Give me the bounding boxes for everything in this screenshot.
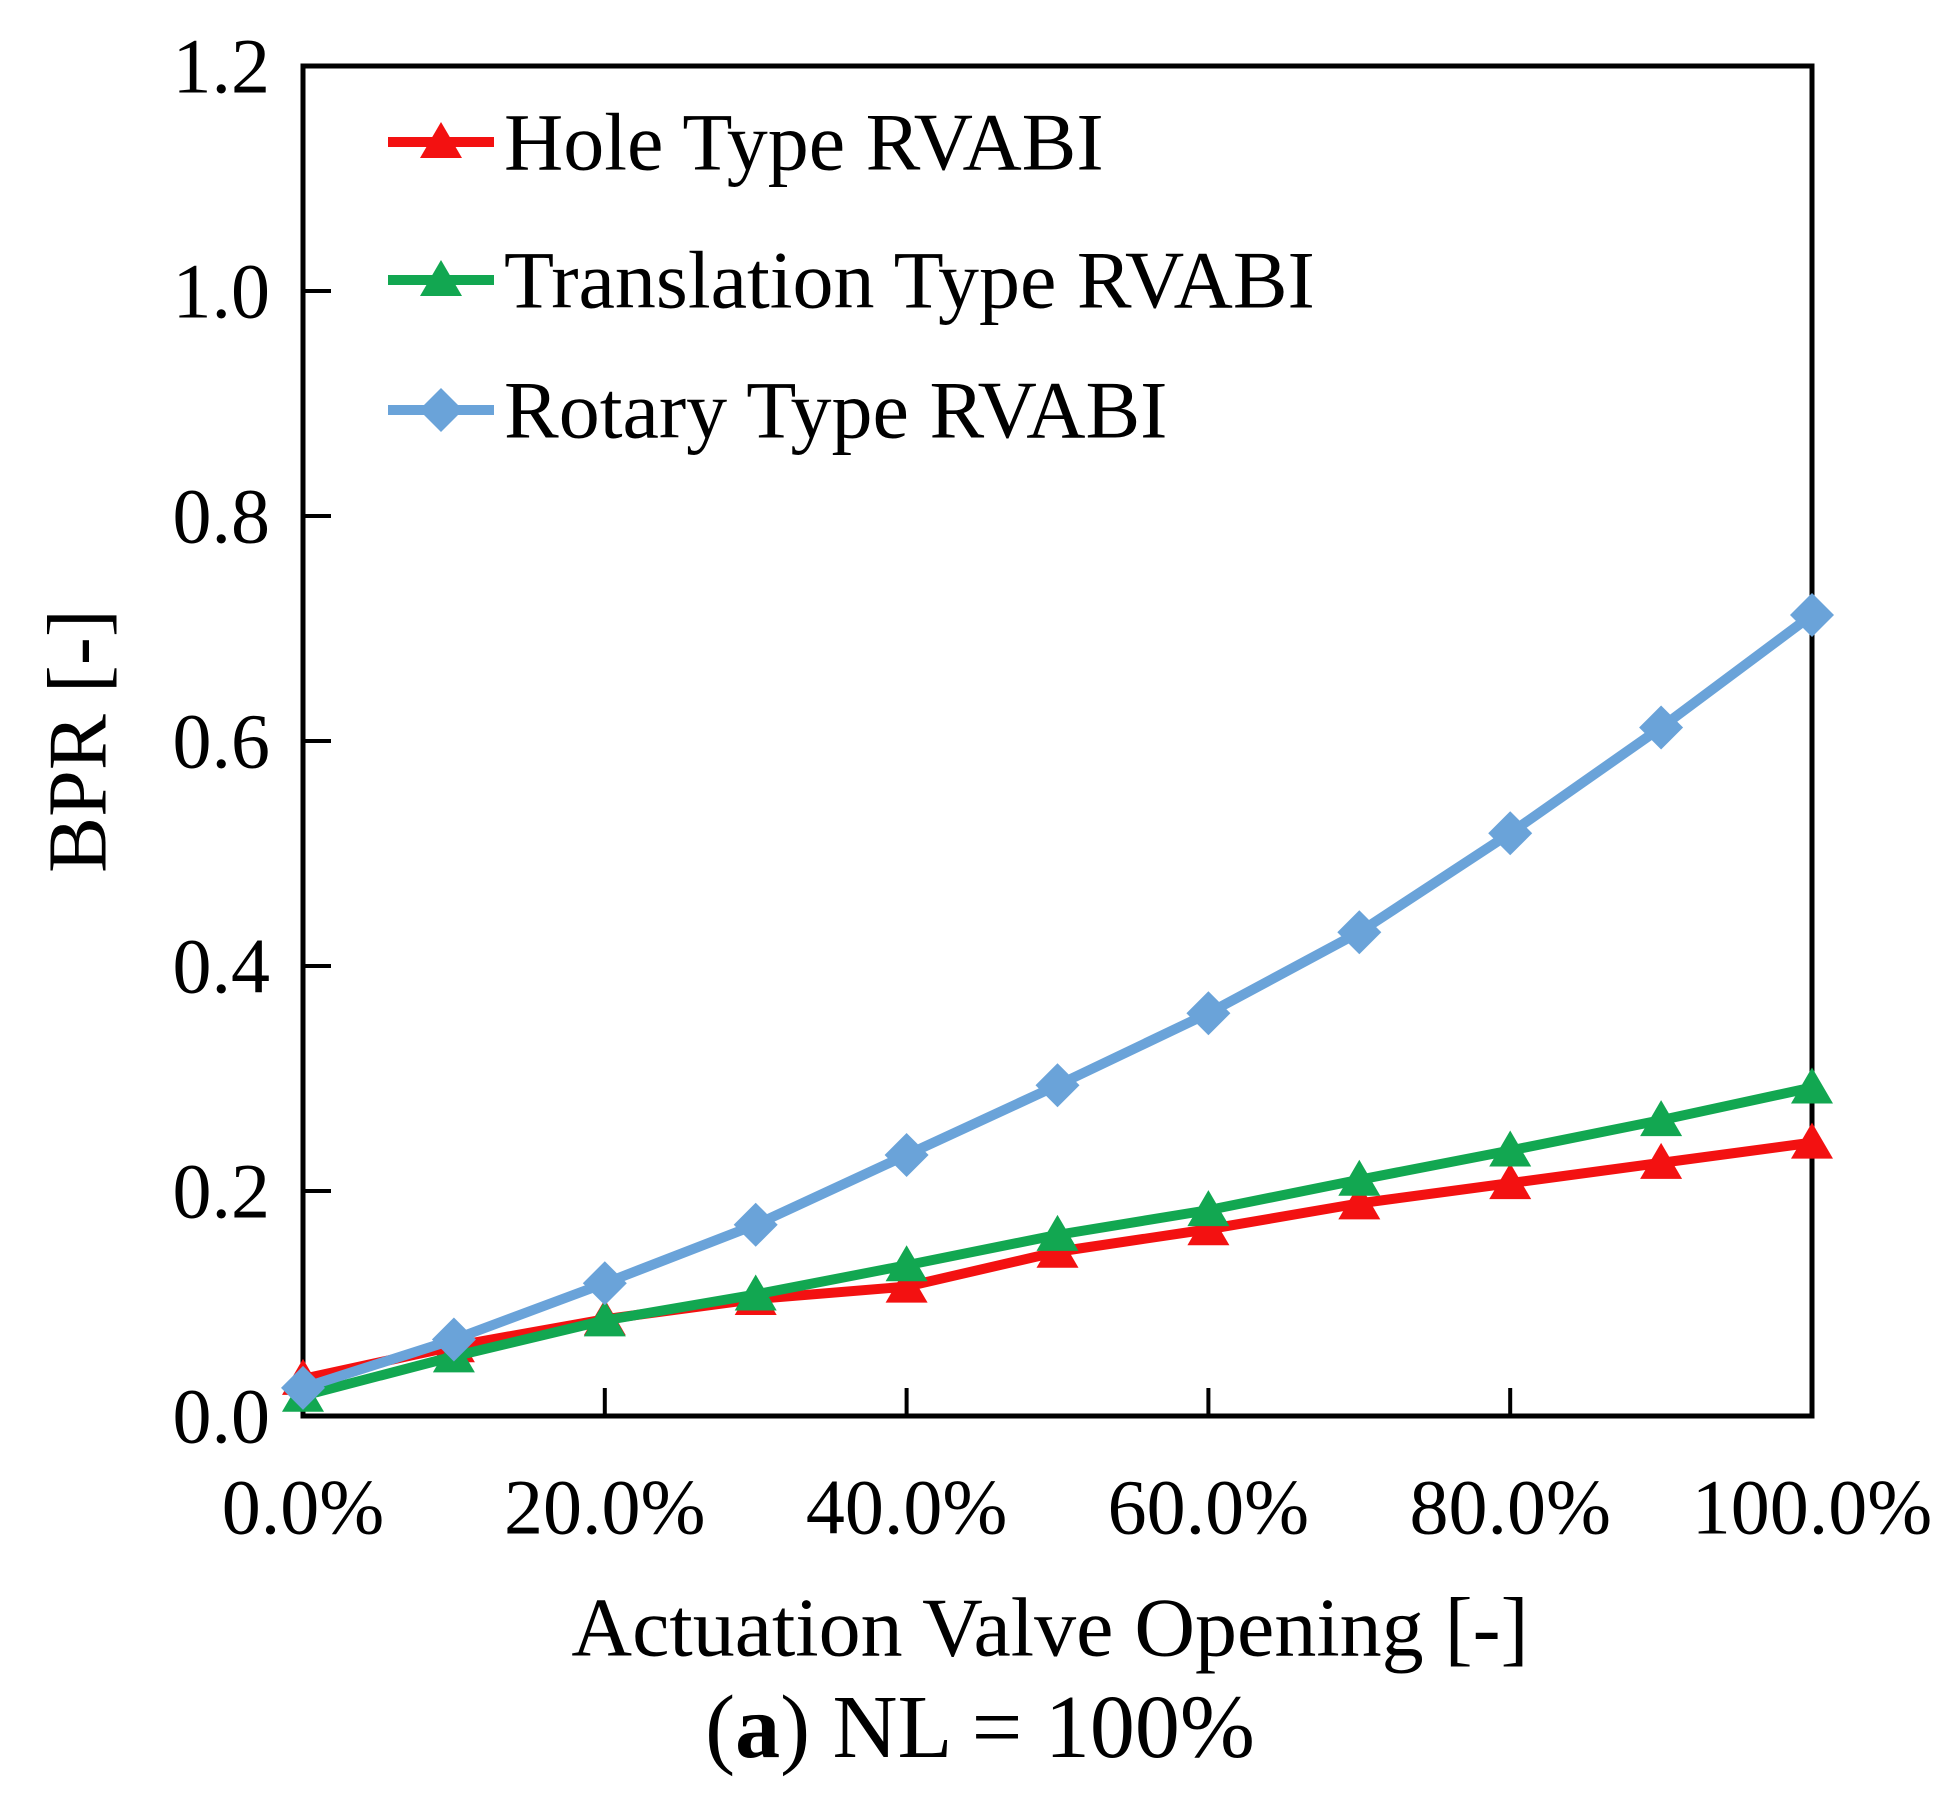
data-point-translation-type-rvabi [1640,1100,1683,1137]
data-point-translation-type-rvabi [1187,1190,1230,1227]
data-point-rotary-type-rvabi [281,1365,325,1410]
data-point-translation-type-rvabi [1338,1159,1381,1196]
caption-prefix: ( [705,1678,735,1777]
x-axis-title: Actuation Valve Opening [-] [571,1582,1528,1675]
caption-letter: a [735,1678,780,1777]
data-point-rotary-type-rvabi [884,1133,929,1177]
data-point-hole-type-rvabi [885,1266,928,1303]
x-tick-label: 40.0% [806,1464,1007,1551]
data-point-translation-type-rvabi [734,1274,777,1311]
legend-label-hole-type-rvabi: Hole Type RVABI [504,97,1104,188]
legend-marker-rotary-type-rvabi [419,388,463,432]
data-point-rotary-type-rvabi [1186,991,1231,1036]
data-point-rotary-type-rvabi [582,1261,627,1306]
data-point-rotary-type-rvabi [1337,910,1382,955]
x-tick-label: 0.0% [222,1464,384,1551]
data-point-rotary-type-rvabi [431,1317,476,1362]
y-tick-label: 0.8 [173,473,271,560]
data-point-hole-type-rvabi [1187,1209,1230,1246]
x-tick-label: 100.0% [1692,1464,1932,1551]
y-tick-label: 0.6 [173,698,271,785]
data-point-rotary-type-rvabi [1790,593,1834,637]
series-line-rotary-type-rvabi [298,610,1817,1393]
legend-marker-translation-type-rvabi [420,260,462,296]
y-tick-label: 0.0 [173,1373,271,1460]
x-tick-label: 80.0% [1409,1464,1610,1551]
data-point-rotary-type-rvabi [733,1202,778,1247]
legend-label-translation-type-rvabi: Translation Type RVABI [504,235,1315,326]
y-axis-title: BPR [-] [32,609,125,873]
figure-caption: (a) NL = 100% [705,1678,1255,1777]
data-point-translation-type-rvabi [583,1300,626,1337]
data-point-translation-type-rvabi [1036,1214,1079,1251]
data-point-hole-type-rvabi [1791,1122,1833,1159]
data-point-translation-type-rvabi [1791,1067,1833,1104]
data-point-hole-type-rvabi [1640,1142,1683,1179]
y-tick-label: 1.0 [173,248,271,335]
data-point-rotary-type-rvabi [1488,811,1533,856]
data-point-rotary-type-rvabi [1035,1063,1080,1108]
y-tick-label: 1.2 [173,23,271,110]
legend-marker-hole-type-rvabi [420,122,462,158]
data-point-hole-type-rvabi [1338,1183,1381,1220]
data-point-rotary-type-rvabi [1639,705,1684,750]
data-point-translation-type-rvabi [885,1245,928,1282]
data-point-translation-type-rvabi [1489,1130,1532,1167]
x-tick-label: 20.0% [504,1464,705,1551]
caption-suffix: ) NL = 100% [780,1678,1255,1777]
y-tick-label: 0.2 [173,1148,271,1235]
data-point-hole-type-rvabi [1489,1163,1532,1200]
legend-label-rotary-type-rvabi: Rotary Type RVABI [504,365,1167,456]
plot-area: 0.0 0.2 0.4 0.6 0.8 1.0 1.2 0.0% 20.0% 40.0% 60.0%… [173,23,1933,1551]
y-tick-label: 0.4 [173,923,271,1010]
x-tick-label: 60.0% [1108,1464,1309,1551]
